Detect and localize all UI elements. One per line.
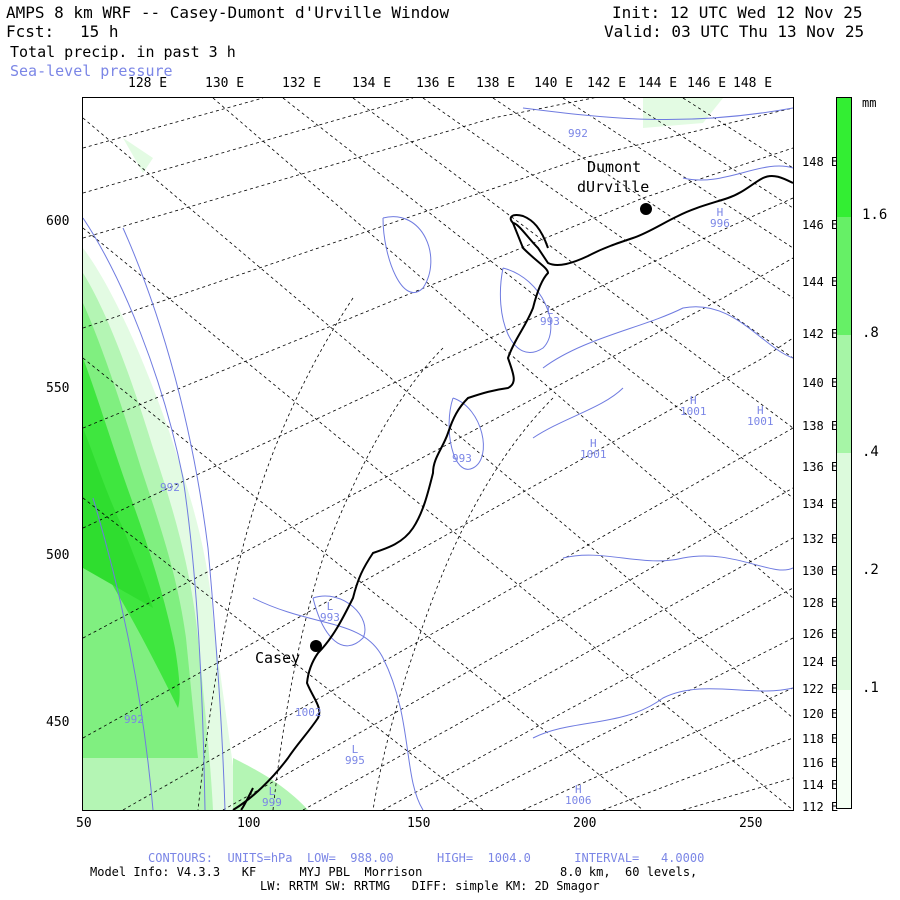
colorbar-label: .8: [862, 325, 879, 341]
right-lon-label: 114 E: [802, 778, 839, 792]
right-lon-label: 120 E: [802, 707, 839, 721]
top-lon-label: 142 E: [587, 76, 627, 91]
right-lon-label: 130 E: [802, 564, 839, 578]
right-lon-label: 140 E: [802, 376, 839, 390]
precip-shading: [83, 98, 723, 810]
map-canvas: [83, 98, 793, 810]
pressure-label: L 993: [540, 304, 560, 328]
forecast-value: 15 h: [80, 22, 119, 41]
top-lon-label: 146 E: [687, 76, 727, 91]
right-lon-label: 134 E: [802, 497, 839, 511]
right-lon-label: 146 E: [802, 218, 839, 232]
forecast-label: Fcst:: [6, 22, 55, 41]
right-lon-label: 132 E: [802, 532, 839, 546]
pressure-label: H 1006: [565, 783, 592, 807]
colorbar-segment: [837, 217, 851, 335]
right-lon-label: 116 E: [802, 756, 839, 770]
top-lon-label: 136 E: [416, 76, 456, 91]
field-precip: Total precip. in past 3 h: [10, 43, 236, 61]
top-lon-label: 128 E: [128, 76, 168, 91]
colorbar-segment: [837, 690, 851, 808]
right-lon-label: 138 E: [802, 419, 839, 433]
valid-time: Valid: 03 UTC Thu 13 Nov 25: [604, 22, 865, 41]
y-axis-label: 500: [46, 548, 70, 563]
top-lon-label: 138 E: [476, 76, 516, 91]
field-slp: Sea-level pressure: [10, 62, 173, 80]
pressure-label: L 995: [345, 743, 365, 767]
pressure-contours: [83, 107, 793, 810]
top-lon-label: 148 E: [733, 76, 773, 91]
colorbar: [836, 97, 852, 809]
x-axis-label: 200: [573, 816, 597, 831]
colorbar-label: .1: [862, 680, 879, 696]
right-lon-label: 142 E: [802, 327, 839, 341]
top-lon-label: 144 E: [638, 76, 678, 91]
colorbar-segment: [837, 453, 851, 690]
contour-info: CONTOURS: UNITS=hPa LOW= 988.00 HIGH= 10…: [148, 851, 705, 865]
pressure-label: H 996: [710, 206, 730, 230]
coastline: [232, 174, 793, 810]
top-lon-label: 134 E: [352, 76, 392, 91]
x-axis-label: 150: [407, 816, 431, 831]
top-lon-label: 130 E: [205, 76, 245, 91]
title: AMPS 8 km WRF -- Casey-Dumont d'Urville …: [6, 3, 450, 22]
pressure-label: H 1001: [680, 394, 707, 418]
resolution-info: 8.0 km, 60 levels,: [560, 865, 698, 879]
map-plot-area: [82, 97, 794, 811]
pressure-label: 992: [124, 713, 144, 726]
y-axis-label: 450: [46, 715, 70, 730]
pressure-label: 1002: [295, 706, 322, 719]
y-axis-label: 600: [46, 214, 70, 229]
dumont-label-line1: Dumont: [587, 158, 642, 176]
pressure-label: L 999: [262, 785, 282, 809]
pressure-label: H 1001: [580, 437, 607, 461]
right-lon-label: 144 E: [802, 275, 839, 289]
top-lon-label: 132 E: [282, 76, 322, 91]
right-lon-label: 122 E: [802, 682, 839, 696]
y-axis-label: 550: [46, 381, 70, 396]
right-lon-label: 112 E: [802, 800, 839, 814]
right-lon-label: 136 E: [802, 460, 839, 474]
right-lon-label: 128 E: [802, 596, 839, 610]
physics-info: LW: RRTM SW: RRTMG DIFF: simple KM: 2D S…: [260, 879, 600, 893]
colorbar-label: .2: [862, 562, 879, 578]
colorbar-segment: [837, 98, 851, 217]
dumont-station-marker: [640, 203, 652, 215]
pressure-label: 992: [160, 481, 180, 494]
pressure-label: H 1001: [747, 404, 774, 428]
right-lon-label: 118 E: [802, 732, 839, 746]
colorbar-segment: [837, 335, 851, 453]
x-axis-label: 250: [739, 816, 763, 831]
lat-lon-grid: [83, 98, 793, 810]
casey-label: Casey: [255, 649, 301, 667]
x-axis-label: 100: [237, 816, 261, 831]
pressure-label: 993: [452, 452, 472, 465]
colorbar-label: 1.6: [862, 207, 888, 223]
model-info: Model Info: V4.3.3 KF MYJ PBL Morrison: [90, 865, 423, 879]
pressure-label: 992: [568, 127, 588, 140]
right-lon-label: 126 E: [802, 627, 839, 641]
casey-station-marker: [310, 640, 322, 652]
init-time: Init: 12 UTC Wed 12 Nov 25: [612, 3, 863, 22]
right-lon-label: 148 E: [802, 155, 839, 169]
colorbar-label: .4: [862, 444, 879, 460]
colorbar-unit: mm: [862, 96, 877, 110]
x-axis-label: 50: [76, 816, 92, 831]
top-lon-label: 140 E: [534, 76, 574, 91]
dumont-label-line2: dUrville: [577, 178, 650, 196]
right-lon-label: 124 E: [802, 655, 839, 669]
pressure-label: L 993: [320, 600, 340, 624]
